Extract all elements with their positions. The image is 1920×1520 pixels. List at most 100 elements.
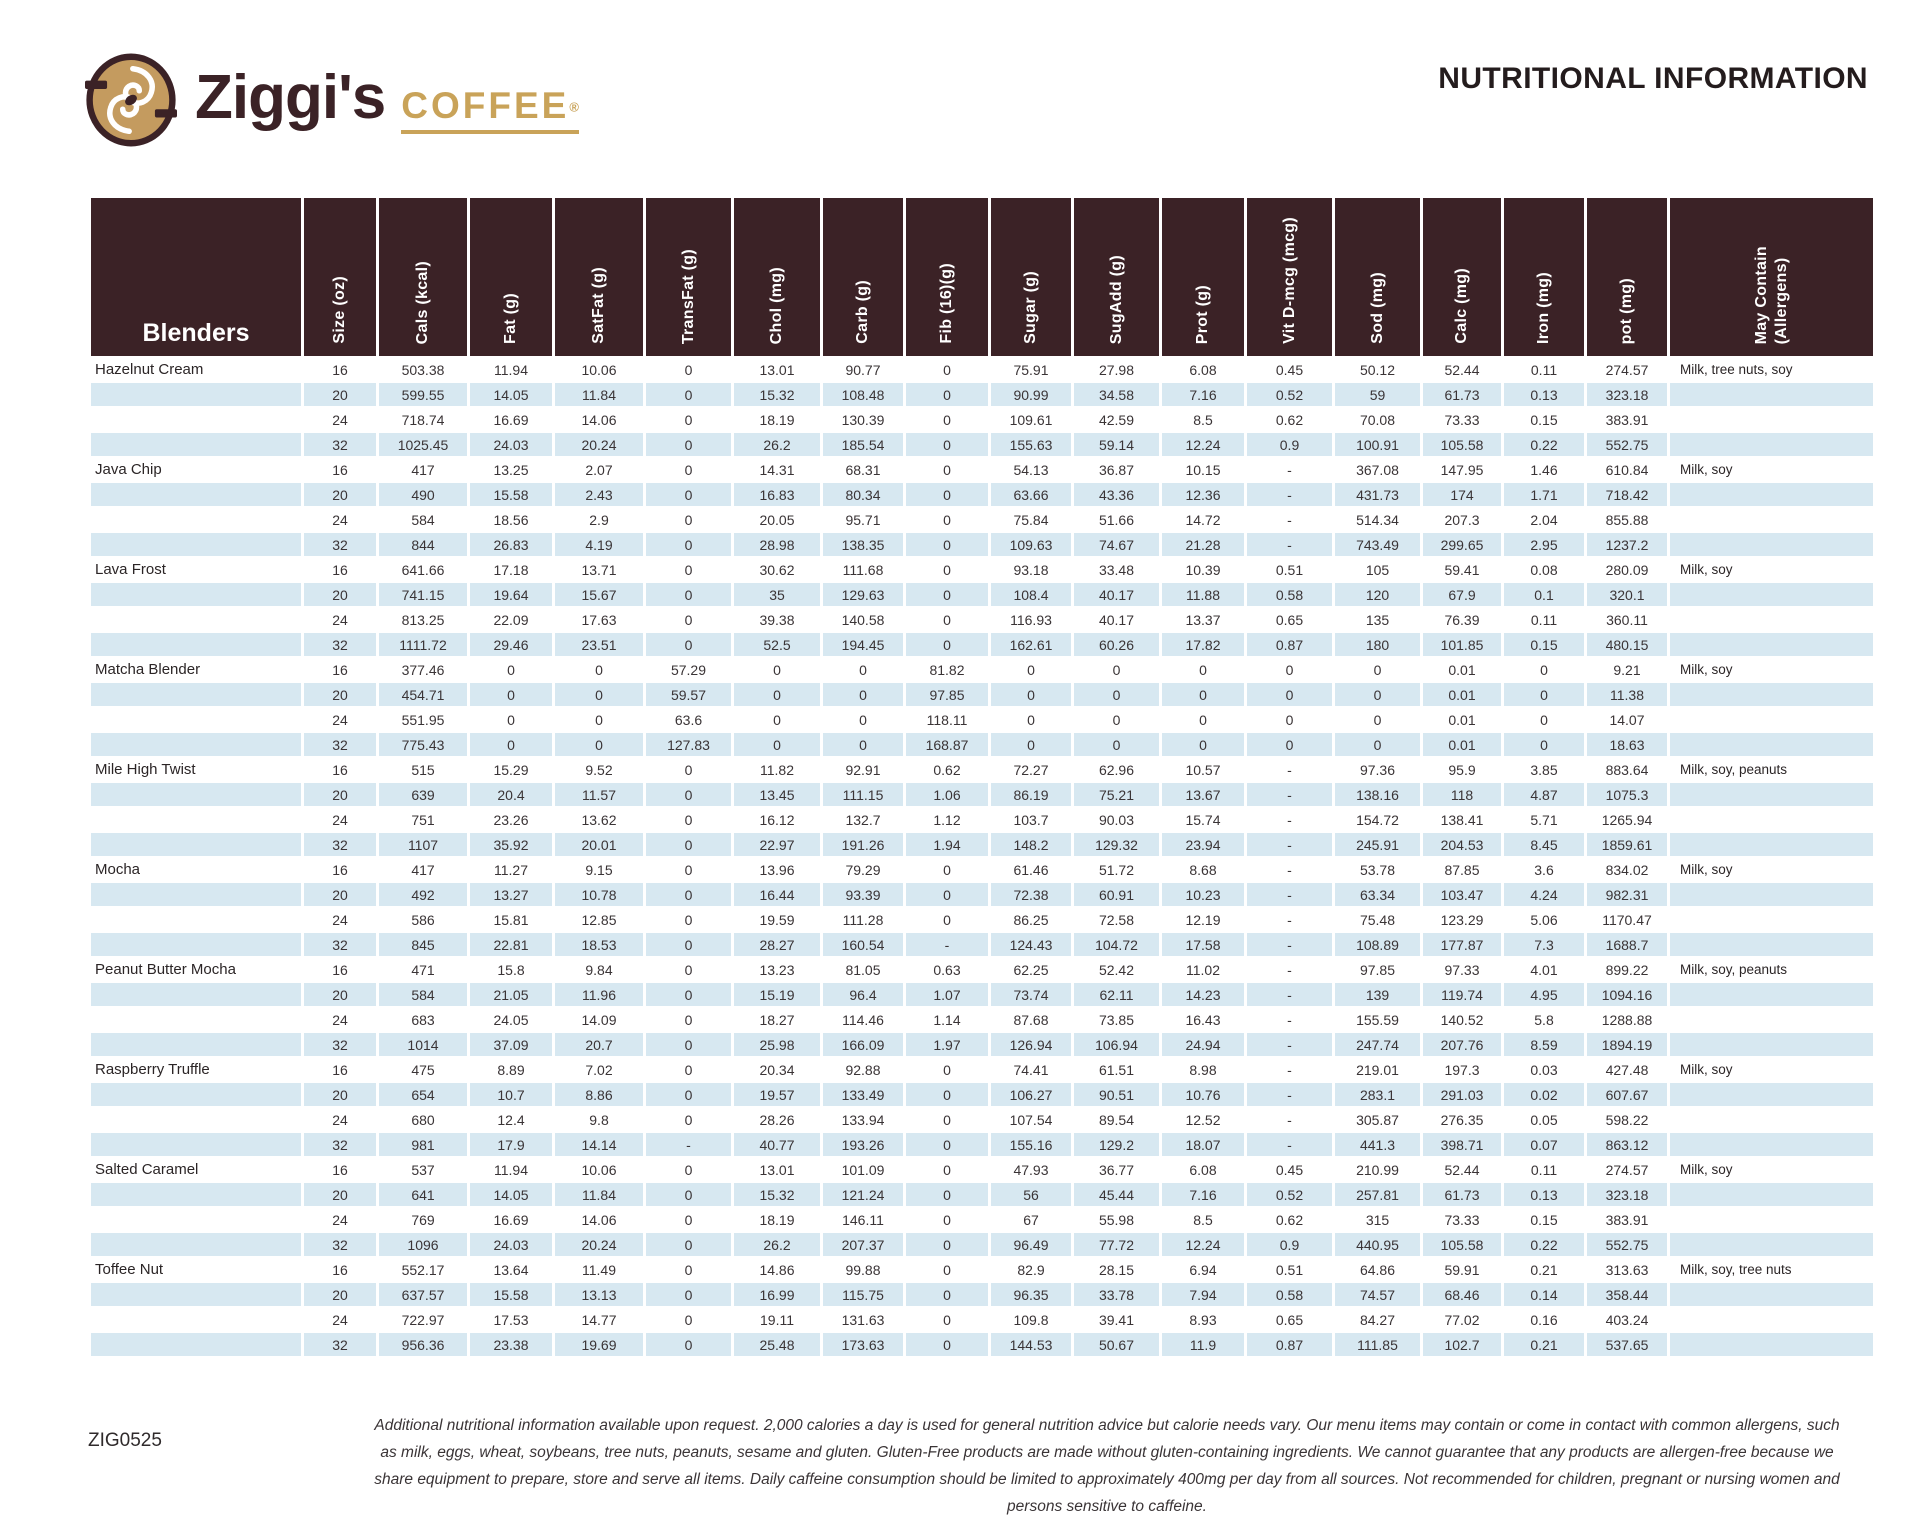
value-cell: 14.05 bbox=[470, 383, 552, 406]
value-cell: 0.58 bbox=[1247, 1283, 1332, 1306]
allergen-cell bbox=[1670, 608, 1873, 631]
value-cell: 1.46 bbox=[1504, 458, 1584, 481]
column-header: Carb (g) bbox=[823, 198, 903, 356]
value-cell: 0.01 bbox=[1423, 683, 1501, 706]
value-cell: - bbox=[1247, 933, 1332, 956]
value-cell: 0.52 bbox=[1247, 1183, 1332, 1206]
product-name-cell bbox=[91, 1008, 301, 1031]
allergen-cell bbox=[1670, 533, 1873, 556]
value-cell: 8.68 bbox=[1162, 858, 1244, 881]
value-cell: 17.63 bbox=[555, 608, 643, 631]
value-cell: 1075.3 bbox=[1587, 783, 1667, 806]
value-cell: 0.58 bbox=[1247, 583, 1332, 606]
value-cell: 584 bbox=[379, 508, 467, 531]
value-cell: 103.7 bbox=[991, 808, 1071, 831]
value-cell: 35.92 bbox=[470, 833, 552, 856]
value-cell: 90.03 bbox=[1074, 808, 1159, 831]
value-cell: 0 bbox=[823, 708, 903, 731]
value-cell: 367.08 bbox=[1335, 458, 1420, 481]
value-cell: 14.07 bbox=[1587, 708, 1667, 731]
value-cell: 59.91 bbox=[1423, 1258, 1501, 1281]
value-cell: 398.71 bbox=[1423, 1133, 1501, 1156]
value-cell: 0.9 bbox=[1247, 433, 1332, 456]
value-cell: 52.42 bbox=[1074, 958, 1159, 981]
value-cell: 28.98 bbox=[734, 533, 820, 556]
value-cell: 315 bbox=[1335, 1208, 1420, 1231]
product-name-cell bbox=[91, 633, 301, 656]
value-cell: - bbox=[1247, 483, 1332, 506]
allergen-cell bbox=[1670, 383, 1873, 406]
value-cell: 1.94 bbox=[906, 833, 988, 856]
value-cell: 10.06 bbox=[555, 1158, 643, 1181]
value-cell: 96.4 bbox=[823, 983, 903, 1006]
product-name-cell bbox=[91, 783, 301, 806]
table-row: 20 654 10.7 8.86 0 19.57 133.49 0 106.27 90.51 10.… bbox=[91, 1083, 1873, 1106]
value-cell: 16 bbox=[304, 958, 376, 981]
value-cell: 52.44 bbox=[1423, 1158, 1501, 1181]
value-cell: 60.91 bbox=[1074, 883, 1159, 906]
value-cell: 899.22 bbox=[1587, 958, 1667, 981]
value-cell: 120 bbox=[1335, 583, 1420, 606]
value-cell: 718.42 bbox=[1587, 483, 1667, 506]
value-cell: 74.57 bbox=[1335, 1283, 1420, 1306]
value-cell: 0.63 bbox=[906, 958, 988, 981]
table-wrap: Blenders Size (oz) Cals (kcal) Fat (g) SatFa… bbox=[88, 196, 1876, 1358]
value-cell: 23.94 bbox=[1162, 833, 1244, 856]
value-cell: 20 bbox=[304, 883, 376, 906]
value-cell: 0 bbox=[906, 858, 988, 881]
value-cell: 92.88 bbox=[823, 1058, 903, 1081]
value-cell: 173.63 bbox=[823, 1333, 903, 1356]
value-cell: 131.63 bbox=[823, 1308, 903, 1331]
value-cell: 20.34 bbox=[734, 1058, 820, 1081]
value-cell: 32 bbox=[304, 633, 376, 656]
value-cell: 13.67 bbox=[1162, 783, 1244, 806]
value-cell: 24.03 bbox=[470, 1233, 552, 1256]
value-cell: 75.21 bbox=[1074, 783, 1159, 806]
value-cell: 32 bbox=[304, 733, 376, 756]
value-cell: 130.39 bbox=[823, 408, 903, 431]
value-cell: 0 bbox=[470, 708, 552, 731]
value-cell: 0.08 bbox=[1504, 558, 1584, 581]
value-cell: 20.24 bbox=[555, 1233, 643, 1256]
value-cell: 32 bbox=[304, 833, 376, 856]
value-cell: 138.35 bbox=[823, 533, 903, 556]
value-cell: 155.16 bbox=[991, 1133, 1071, 1156]
product-name-cell bbox=[91, 1233, 301, 1256]
value-cell: 417 bbox=[379, 858, 467, 881]
value-cell: - bbox=[1247, 958, 1332, 981]
value-cell: 845 bbox=[379, 933, 467, 956]
value-cell: 87.85 bbox=[1423, 858, 1501, 881]
value-cell: 116.93 bbox=[991, 608, 1071, 631]
value-cell: 1096 bbox=[379, 1233, 467, 1256]
value-cell: 32 bbox=[304, 1233, 376, 1256]
nutrition-sheet: { "brand": { "name": "Ziggi's", "word": … bbox=[85, 53, 1876, 1515]
value-cell: 121.24 bbox=[823, 1183, 903, 1206]
value-cell: 93.18 bbox=[991, 558, 1071, 581]
value-cell: 104.72 bbox=[1074, 933, 1159, 956]
allergen-cell: Milk, soy, tree nuts bbox=[1670, 1258, 1873, 1281]
value-cell: 10.06 bbox=[555, 358, 643, 381]
allergen-cell bbox=[1670, 1233, 1873, 1256]
allergen-cell bbox=[1670, 933, 1873, 956]
value-cell: 2.9 bbox=[555, 508, 643, 531]
value-cell: 0 bbox=[646, 1333, 731, 1356]
value-cell: 97.85 bbox=[906, 683, 988, 706]
value-cell: 108.4 bbox=[991, 583, 1071, 606]
value-cell: 11.84 bbox=[555, 1183, 643, 1206]
column-header: Calc (mg) bbox=[1423, 198, 1501, 356]
value-cell: 77.72 bbox=[1074, 1233, 1159, 1256]
value-cell: 96.49 bbox=[991, 1233, 1071, 1256]
value-cell: 19.11 bbox=[734, 1308, 820, 1331]
product-name-cell: Lava Frost bbox=[91, 558, 301, 581]
value-cell: 35 bbox=[734, 583, 820, 606]
value-cell: 20 bbox=[304, 483, 376, 506]
table-row: 20 454.71 0 0 59.57 0 0 97.85 0 0 0 0 0 0.01 0 11.38 bbox=[91, 683, 1873, 706]
column-header: Size (oz) bbox=[304, 198, 376, 356]
value-cell: 0 bbox=[906, 1308, 988, 1331]
value-cell: 11.9 bbox=[1162, 1333, 1244, 1356]
value-cell: 111.15 bbox=[823, 783, 903, 806]
value-cell: 13.25 bbox=[470, 458, 552, 481]
value-cell: 0 bbox=[1335, 683, 1420, 706]
value-cell: 138.16 bbox=[1335, 783, 1420, 806]
value-cell: 12.36 bbox=[1162, 483, 1244, 506]
